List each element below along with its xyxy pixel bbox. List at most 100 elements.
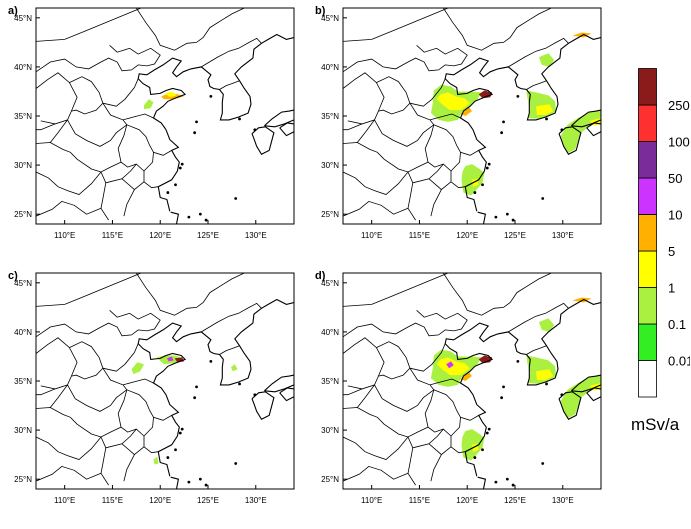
island — [195, 120, 198, 124]
province-border — [36, 200, 102, 217]
japan-coastline — [571, 109, 601, 128]
province-border — [49, 119, 68, 143]
province-border — [219, 345, 240, 355]
island — [473, 456, 477, 459]
lon-tick-label: 110°E — [54, 231, 75, 240]
map-content — [36, 8, 294, 224]
colorbar-segment — [638, 104, 657, 142]
province-border — [343, 273, 449, 307]
island — [234, 462, 238, 465]
province-border — [343, 171, 409, 195]
province-border — [376, 341, 411, 380]
island — [560, 393, 564, 397]
province-border — [143, 181, 159, 189]
island — [253, 393, 257, 397]
province-border — [36, 465, 102, 482]
province-border — [36, 123, 56, 131]
province-border — [433, 124, 479, 156]
panel-label: c) — [8, 270, 18, 282]
province-border — [100, 436, 109, 486]
province-border — [356, 119, 375, 143]
province-border — [424, 389, 461, 437]
island — [541, 462, 545, 465]
island — [502, 385, 505, 389]
island — [234, 197, 238, 200]
lat-tick-label: 45°N — [14, 279, 32, 288]
province-border — [36, 8, 142, 42]
island — [187, 215, 191, 219]
lon-tick-label: 110°E — [361, 496, 382, 505]
colorbar-segment — [638, 323, 657, 361]
island — [187, 480, 191, 484]
province-border — [343, 8, 449, 42]
dose-patch — [165, 91, 177, 98]
island — [174, 448, 177, 452]
lat-tick-label: 30°N — [321, 161, 339, 170]
island — [500, 396, 504, 400]
province-border — [122, 113, 154, 121]
province-border — [67, 102, 128, 147]
province-border — [36, 273, 142, 307]
province-border — [117, 124, 154, 172]
dose-patch — [478, 355, 493, 364]
colorbar-segment — [638, 177, 657, 215]
province-border — [36, 436, 102, 460]
province-border — [442, 273, 552, 316]
province-border — [428, 171, 452, 191]
province-border — [36, 407, 122, 438]
colorbar-tick-label: 50 — [668, 171, 682, 186]
map-frame — [35, 7, 295, 225]
lon-tick-label: 130°E — [245, 496, 267, 505]
japan-coastline — [251, 126, 275, 156]
province-border — [450, 181, 466, 189]
province-border — [122, 378, 154, 386]
lat-tick-label: 40°N — [321, 328, 339, 337]
province-border — [135, 273, 245, 316]
province-border — [36, 310, 161, 338]
lon-tick-label: 110°E — [54, 496, 75, 505]
japan-coastline — [264, 109, 294, 128]
colorbar-tick-label: 0.01 — [668, 354, 690, 369]
island — [560, 128, 564, 132]
lat-tick-label: 35°N — [14, 112, 32, 121]
colorbar-segment — [638, 141, 657, 179]
dose-patch — [460, 372, 472, 381]
dose-patch — [230, 364, 238, 372]
province-border — [102, 343, 139, 372]
province-border — [356, 384, 375, 408]
province-border — [67, 367, 128, 412]
province-border — [424, 124, 461, 172]
dose-patch — [446, 361, 454, 369]
province-border — [343, 465, 409, 482]
island — [204, 218, 208, 222]
province-border — [428, 436, 452, 456]
japan-coastline — [586, 387, 601, 402]
dose-patch — [478, 90, 493, 99]
dose-patch — [144, 99, 154, 110]
island — [209, 94, 213, 98]
island — [487, 427, 491, 431]
japan-coastline — [558, 391, 582, 421]
map-panel-b: b)45°N 40°N 35°N 30°N 25°N 110°E 115°E 120°E 125… — [315, 5, 602, 240]
province-border — [105, 163, 137, 184]
dose-patch — [460, 107, 472, 116]
lon-tick-label: 115°E — [409, 496, 430, 505]
japan-coastline — [279, 387, 294, 402]
province-border — [135, 8, 245, 51]
lon-tick-label: 115°E — [102, 231, 123, 240]
japan-coastline — [251, 391, 275, 421]
province-border — [143, 446, 159, 454]
dose-patch — [538, 53, 555, 67]
map-content — [343, 8, 601, 224]
province-border — [343, 45, 468, 73]
dose-patch — [529, 105, 535, 118]
dose-patch — [529, 370, 535, 383]
dose-patch — [153, 456, 159, 465]
province-border — [36, 45, 161, 73]
island — [253, 128, 257, 132]
province-border — [201, 302, 262, 333]
island — [502, 120, 505, 124]
lon-tick-label: 130°E — [552, 231, 574, 240]
province-border — [49, 384, 68, 408]
island — [505, 212, 509, 216]
